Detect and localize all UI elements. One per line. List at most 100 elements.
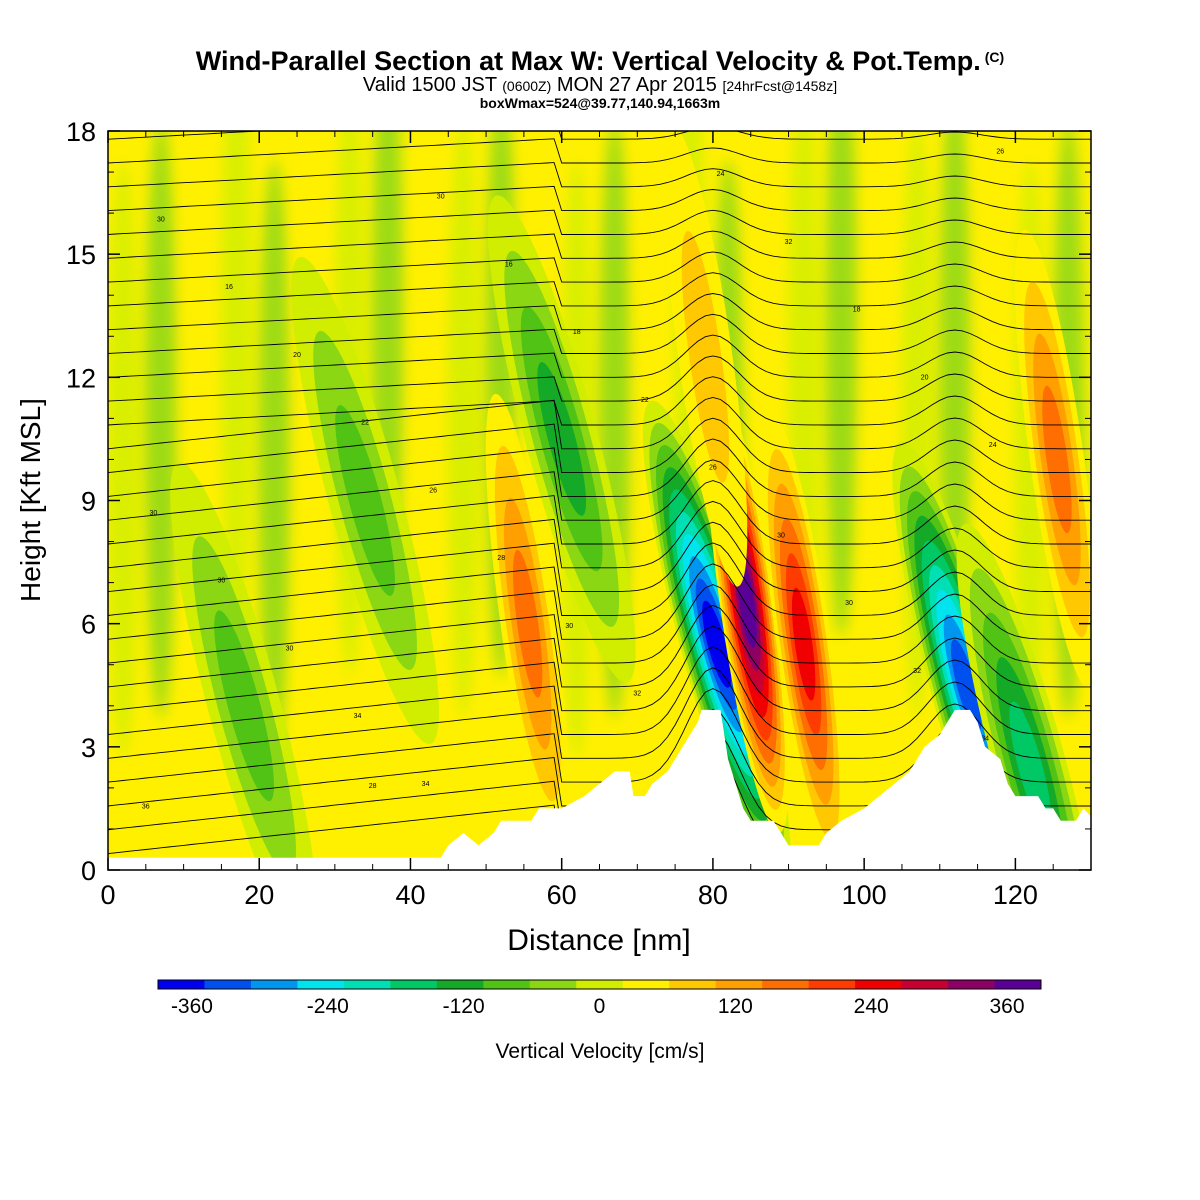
isentrope-label: 20: [921, 374, 929, 381]
updraft-contour: [512, 549, 543, 698]
isentrope-label: 26: [709, 465, 717, 472]
isentrope-line: [108, 667, 1091, 759]
isentrope-label: 32: [913, 668, 921, 675]
colorbar-swatch: [855, 980, 903, 989]
valid-time-line: Valid 1500 JST (0600Z) MON 27 Apr 2015 […: [0, 75, 1200, 95]
isentrope-label: 32: [785, 239, 793, 246]
isentrope-line: [108, 480, 1091, 545]
isentrope-line: [108, 417, 1091, 474]
field-band: [108, 159, 140, 760]
colorbar-swatch: [158, 980, 205, 989]
colorbar-swatch: [483, 980, 531, 989]
colorbar-swatch: [948, 980, 996, 989]
isentrope-line: [108, 438, 1091, 497]
y-tick-label: 3: [81, 733, 96, 763]
downdraft-contour: [1009, 701, 1052, 834]
downdraft-cell: [170, 462, 319, 870]
colorbar-swatch: [762, 980, 810, 989]
isentrope-line: [108, 334, 1091, 378]
isentrope-line: [108, 251, 1091, 283]
isentrope-line: [108, 313, 1091, 354]
isentrope-label: 18: [853, 307, 861, 314]
downdraft-contour: [335, 405, 395, 596]
downdraft-contour: [702, 600, 732, 688]
field-band: [863, 159, 896, 760]
updraft-contour: [791, 587, 816, 701]
colorbar-swatch: [901, 980, 949, 989]
x-tick-label: 40: [395, 880, 425, 910]
colorbar-swatch: [297, 980, 345, 989]
isentrope-line: [108, 521, 1091, 593]
colorbar-swatch: [576, 980, 624, 989]
copyright-mark: (C): [984, 49, 1005, 65]
isentrope-line: [108, 209, 1091, 235]
field-band: [825, 131, 858, 637]
colorbar-tick-label: -360: [171, 995, 213, 1018]
y-tick-label: 6: [81, 610, 96, 640]
x-tick-label: 120: [993, 880, 1038, 910]
isentrope-label: 24: [717, 171, 725, 178]
isentrope-line: [108, 230, 1091, 259]
colorbar-frame: [157, 979, 1042, 990]
colorbar-label: Vertical Velocity [cm/s]: [496, 1040, 705, 1063]
isentrope-label: 30: [218, 578, 226, 585]
forecast-info-text: [24hrFcst@1458z]: [722, 78, 838, 94]
isentrope-line: [108, 272, 1091, 307]
field-band: [976, 131, 1009, 637]
colorbar-swatch: [436, 980, 484, 989]
isentrope-label: 30: [777, 532, 785, 539]
isentrope-line: [108, 625, 1091, 712]
downdraft-cell: [291, 256, 440, 745]
x-tick-label: 20: [244, 880, 274, 910]
colorbar-tick-label: -240: [307, 995, 349, 1018]
field-band: [258, 159, 291, 760]
isentrope-line: [108, 397, 1091, 450]
downdraft-contour: [950, 639, 982, 732]
colorbar-swatch: [343, 980, 391, 989]
isentrope-line: [108, 185, 1091, 212]
x-tick-label: 100: [842, 880, 887, 910]
colorbar-swatch: [204, 980, 252, 989]
x-axis-label: Distance [nm]: [507, 924, 690, 957]
isentrope-line: [108, 355, 1091, 402]
isentrope-label: 30: [286, 645, 294, 652]
isentrope-line: [108, 131, 1091, 140]
isentrope-label: 22: [361, 420, 369, 427]
isentrope-label: 34: [422, 781, 430, 788]
isentrope-line: [108, 584, 1091, 664]
y-tick-label: 12: [66, 363, 96, 393]
isentrope-label: 30: [565, 623, 573, 630]
colorbar-tick-label: -120: [443, 995, 485, 1018]
colorbar-swatch: [715, 980, 763, 989]
velocity-field: [108, 131, 1091, 870]
isentrope-line: [108, 646, 1091, 735]
isentrope-label: 26: [996, 149, 1004, 156]
isentrope-label: 34: [354, 713, 362, 720]
isentrope-line: [108, 604, 1091, 688]
isentrope-label: 20: [293, 352, 301, 359]
updraft-cell: [485, 393, 570, 854]
isentrope-label: 28: [497, 555, 505, 562]
y-tick-label: 18: [66, 117, 96, 147]
isentrope-label: 28: [369, 783, 377, 790]
isentrope-label: 30: [149, 510, 157, 517]
field-band: [447, 131, 480, 719]
colorbar-tick-label: 240: [854, 995, 889, 1018]
isentrope-label: 32: [633, 691, 641, 698]
colorbar-swatch: [250, 980, 298, 989]
isentrope-line: [108, 293, 1091, 331]
isentrope-label: 34: [981, 736, 989, 743]
field-band: [220, 131, 253, 637]
isentrope-line: [108, 563, 1091, 640]
colorbar-swatch: [669, 980, 717, 989]
chart-title: Wind-Parallel Section at Max W: Vertical…: [0, 42, 1200, 76]
colorbar: -360 -240 -120 0 120 240 360: [157, 979, 1042, 1018]
isentrope-label: 26: [429, 487, 437, 494]
isentrope-line: [108, 376, 1091, 426]
colorbar-swatch: [622, 980, 670, 989]
colorbar-tick-label: 120: [718, 995, 753, 1018]
downdraft-contour: [214, 610, 274, 802]
y-tick-label: 9: [81, 487, 96, 517]
valid-utc-text: (0600Z): [502, 78, 552, 94]
